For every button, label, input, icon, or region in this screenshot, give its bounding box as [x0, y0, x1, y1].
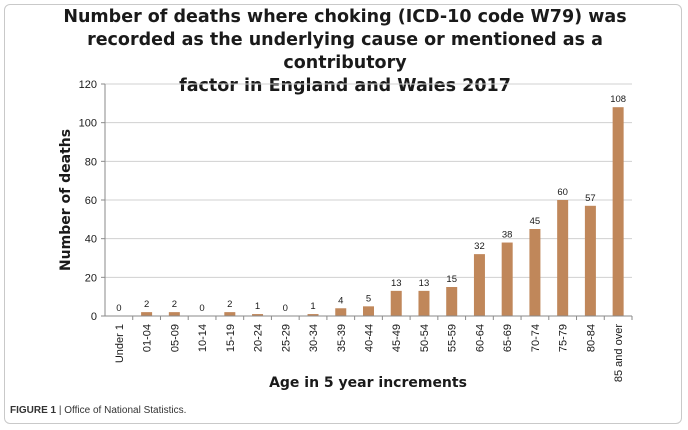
gridlines	[105, 83, 632, 278]
x-tick-label: 15-19	[225, 324, 237, 352]
y-tick-label: 100	[79, 118, 97, 130]
bar	[390, 290, 402, 316]
bar	[141, 312, 153, 316]
data-label: 13	[419, 278, 430, 289]
y-tick-label: 40	[85, 234, 97, 246]
chart-title: Number of deaths where choking (ICD-10 c…	[63, 7, 627, 96]
x-tick-label: 25-29	[280, 324, 292, 352]
x-tick-label: 65-69	[502, 324, 514, 352]
x-tick-label: 50-54	[419, 324, 431, 352]
bar	[584, 205, 596, 316]
data-label: 0	[116, 303, 121, 314]
x-tick-label: 20-24	[253, 324, 265, 352]
data-label: 5	[366, 293, 371, 304]
data-label: 2	[144, 299, 149, 310]
data-label: 2	[227, 299, 232, 310]
bar	[501, 242, 513, 316]
figure-frame	[4, 4, 682, 424]
bar	[473, 254, 485, 316]
bar	[168, 312, 180, 316]
bar	[252, 314, 264, 316]
y-axis-title: Number of deaths	[58, 129, 74, 271]
y-tick-label: 80	[85, 156, 97, 168]
bar	[418, 290, 430, 316]
data-label: 15	[446, 274, 457, 285]
bar	[335, 308, 347, 316]
x-tick-label: 30-34	[308, 324, 320, 352]
data-label: 57	[585, 193, 596, 204]
bar	[446, 287, 458, 316]
data-label: 1	[255, 301, 260, 312]
data-label: 13	[391, 278, 402, 289]
data-label: 4	[338, 295, 343, 306]
bar	[363, 306, 374, 316]
bar	[224, 312, 236, 316]
x-tick-label: 55-59	[447, 324, 459, 352]
x-tick-label: 10-14	[197, 324, 209, 352]
x-tick-label: 05-09	[169, 324, 181, 352]
data-label: 1	[310, 301, 315, 312]
y-tick-label: 0	[91, 311, 97, 323]
x-tick-label: 40-44	[364, 324, 376, 352]
data-label: 108	[610, 94, 626, 105]
data-label: 32	[474, 241, 485, 252]
x-axis-title: Age in 5 year increments	[269, 375, 467, 391]
x-tick-label: 85 and over	[613, 324, 625, 382]
bar	[529, 229, 541, 316]
caption-separator: |	[56, 405, 65, 416]
data-label: 38	[502, 230, 513, 241]
y-tick-label: 60	[85, 195, 97, 207]
x-tick-label: 80-84	[585, 324, 597, 352]
caption-text: Office of National Statistics.	[64, 405, 187, 416]
data-label: 2	[172, 299, 177, 310]
y-tick-label: 120	[79, 79, 97, 91]
x-tick-label: 75-79	[558, 324, 570, 352]
figure-caption: FIGURE 1 | Office of National Statistics…	[10, 405, 186, 416]
data-label: 0	[283, 303, 288, 314]
data-label: 60	[557, 187, 568, 198]
x-tick-label: 70-74	[530, 324, 542, 352]
y-tick-label: 20	[85, 272, 97, 284]
x-tick-label: 45-49	[391, 324, 403, 352]
x-tick-label: Under 1	[114, 324, 126, 363]
data-label: 45	[530, 216, 541, 227]
bar	[307, 314, 319, 316]
x-tick-label: 35-39	[336, 324, 348, 352]
bar	[612, 107, 624, 316]
x-tick-label: 60-64	[474, 324, 486, 352]
bar	[557, 200, 569, 316]
data-label: 0	[199, 303, 204, 314]
figure-label: FIGURE 1	[10, 405, 57, 416]
x-tick-label: 01-04	[142, 324, 154, 352]
